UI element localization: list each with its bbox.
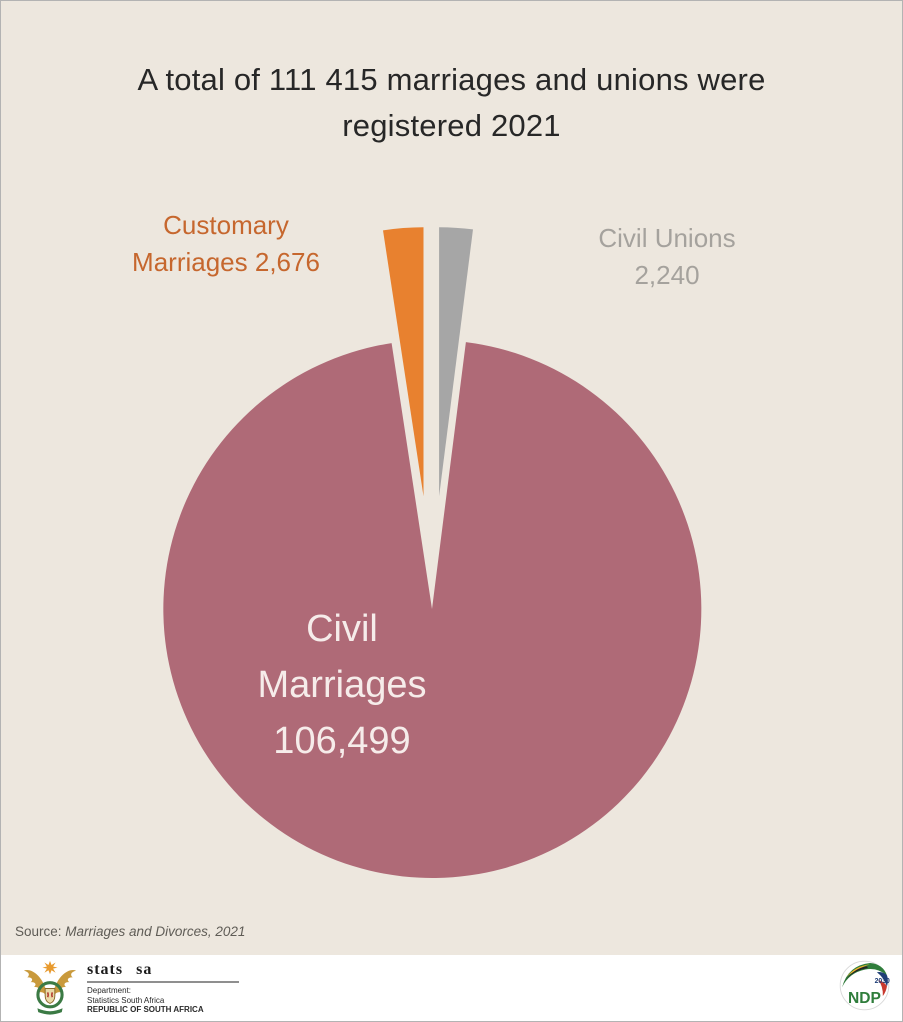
ndp-2030-icon: 2030 NDP	[839, 960, 890, 1011]
label-civil-marriages-value: 106,499	[273, 720, 411, 762]
coat-of-arms-icon	[23, 960, 77, 1015]
label-civil-marriages-line2: Marriages	[257, 664, 427, 706]
statssa-text-block: stats sa Department: Statistics South Af…	[87, 961, 239, 1015]
statssa-dept-line3: REPUBLIC OF SOUTH AFRICA	[87, 1005, 204, 1015]
statssa-dept-line2: Statistics South Africa	[87, 995, 165, 1005]
source-work-title: Marriages and Divorces, 2021	[65, 924, 246, 939]
pie-slice-civil-marriages	[163, 342, 702, 878]
label-civil-unions-value: 2,240	[634, 260, 700, 290]
footer-bar: stats sa Department: Statistics South Af…	[1, 955, 902, 1021]
statssa-divider	[87, 981, 239, 984]
label-civil-unions: Civil Unions 2,240	[598, 220, 735, 294]
label-civil-unions-line1: Civil Unions	[598, 223, 736, 253]
statssa-dept-line1: Department:	[87, 986, 132, 996]
source-prefix: Source:	[15, 924, 66, 939]
label-civil-marriages: Civil Marriages 106,499	[258, 601, 427, 769]
pie-slice-customary-marriages	[383, 227, 424, 497]
label-customary-marriages: Customary Marriages 2,676	[132, 207, 320, 281]
page-title: A total of 111 415 marriages and unions …	[137, 62, 766, 143]
pie-slice-civil-unions	[439, 227, 473, 497]
label-customary-value: Marriages 2,676	[132, 247, 320, 277]
statssa-logo: stats sa Department: Statistics South Af…	[21, 959, 239, 1017]
ndp-logo: 2030 NDP	[837, 958, 892, 1018]
svg-text:2030: 2030	[875, 978, 890, 985]
statssa-brand: stats sa	[87, 961, 153, 979]
label-customary-line1: Customary	[163, 210, 289, 240]
svg-text:NDP: NDP	[848, 990, 881, 1007]
label-civil-marriages-line1: Civil	[306, 608, 378, 650]
source-note: Source: Marriages and Divorces, 2021	[15, 924, 245, 939]
